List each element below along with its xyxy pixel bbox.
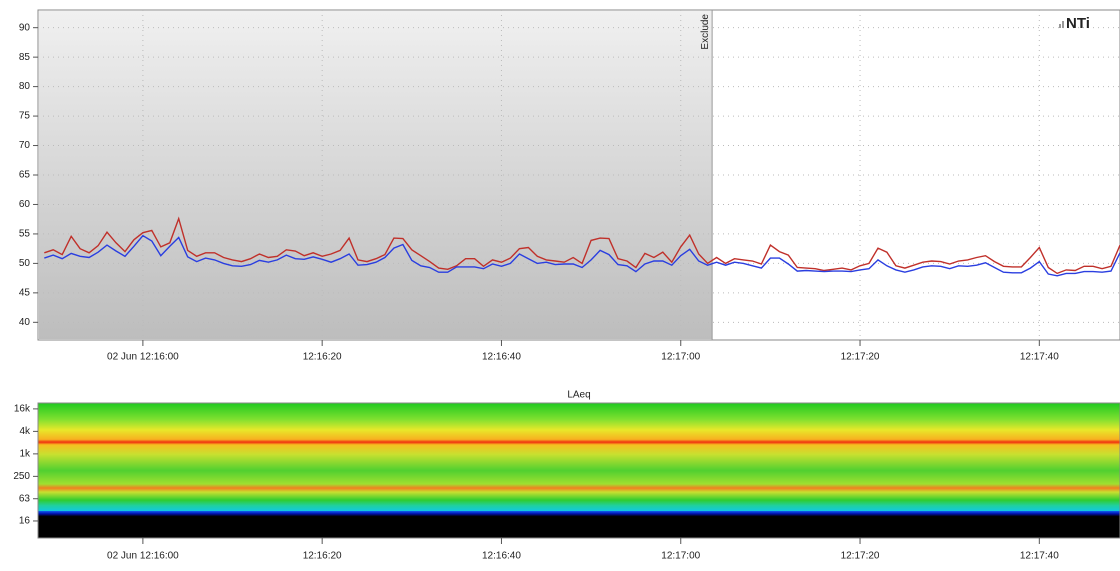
y-tick-label: 75 — [19, 111, 31, 122]
y-tick-label: 90 — [19, 22, 31, 33]
y-tick-label: 65 — [19, 170, 31, 181]
chart-title: LAeq — [567, 390, 590, 401]
logo: NTi — [1066, 15, 1090, 32]
x-tick-label: 12:16:20 — [303, 551, 342, 562]
y-tick-label: 70 — [19, 140, 31, 151]
exclude-region — [39, 11, 713, 339]
y-tick-label: 50 — [19, 258, 31, 269]
x-tick-label: 12:17:20 — [841, 551, 880, 562]
x-tick-label: 12:17:40 — [1020, 551, 1059, 562]
y-tick-label: 4k — [19, 426, 31, 437]
y-tick-label: 80 — [19, 81, 31, 92]
y-tick-label: 40 — [19, 317, 31, 328]
y-tick-label: 1k — [19, 449, 31, 460]
x-tick-label: 12:16:20 — [303, 352, 342, 363]
series-line — [44, 216, 1120, 275]
x-tick-label: 02 Jun 12:16:00 — [107, 551, 179, 562]
logo-bar — [1062, 21, 1064, 28]
logo-bar — [1059, 24, 1061, 28]
x-tick-label: 12:16:40 — [482, 551, 521, 562]
y-tick-label: 63 — [19, 493, 31, 504]
x-tick-label: 02 Jun 12:16:00 — [107, 352, 179, 363]
x-tick-label: 12:17:00 — [661, 551, 700, 562]
spectrogram — [37, 402, 1120, 539]
exclude-label: Exclude — [700, 14, 711, 50]
y-tick-label: 45 — [19, 287, 31, 298]
series-line — [44, 234, 1120, 277]
y-tick-label: 16k — [14, 404, 31, 415]
x-tick-label: 12:17:40 — [1020, 352, 1059, 363]
line-plot — [38, 10, 1120, 340]
y-tick-label: 60 — [19, 199, 31, 210]
y-tick-label: 55 — [19, 229, 31, 240]
y-tick-label: 85 — [19, 52, 31, 63]
x-tick-label: 12:17:00 — [661, 352, 700, 363]
x-tick-label: 12:16:40 — [482, 352, 521, 363]
y-tick-label: 250 — [13, 471, 30, 482]
x-tick-label: 12:17:20 — [841, 352, 880, 363]
y-tick-label: 16 — [19, 516, 31, 527]
